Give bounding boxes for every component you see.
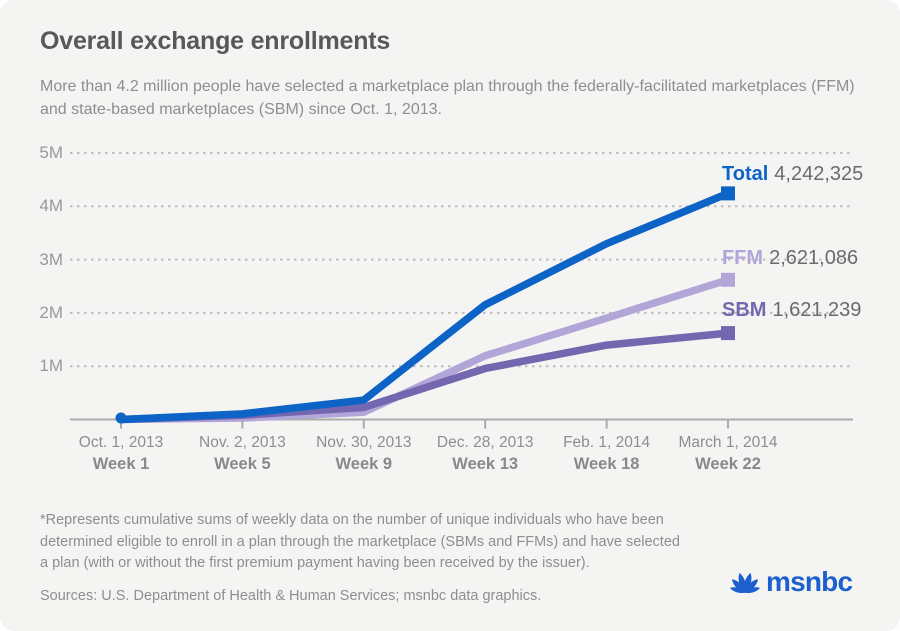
chart-subtitle: More than 4.2 million people have select… [40, 78, 855, 118]
y-axis-label: 2M [39, 302, 63, 322]
x-axis-week: Week 22 [695, 455, 761, 473]
series-name-ffm: FFM [722, 247, 764, 269]
x-axis-label: March 1, 2014 Week 22 [678, 434, 777, 474]
y-axis-label: 5M [39, 143, 63, 162]
series-value-total: 4,242,325 [774, 163, 864, 185]
x-axis-date: Oct. 1, 2013 [78, 434, 164, 451]
series-label-total: Total 4,242,325 [722, 163, 863, 186]
x-axis-week: Week 1 [92, 455, 150, 473]
x-axis-label: Dec. 28, 2013 Week 13 [437, 434, 534, 474]
peacock-feather [744, 579, 759, 593]
endpoint-marker-total [721, 186, 735, 201]
peacock-feather [730, 587, 746, 594]
endpoint-marker-ffm [721, 272, 735, 287]
series-value-sbm: 1,621,239 [772, 299, 862, 321]
page-title: Overall exchange enrollments [40, 27, 391, 55]
peacock-feather [743, 572, 752, 594]
x-axis-week: Week 18 [573, 455, 640, 473]
x-axis-week: Week 5 [214, 455, 271, 473]
msnbc-logo: msnbc [729, 566, 853, 597]
x-axis-date: March 1, 2014 [678, 434, 778, 451]
footnote: *Represents cumulative sums of weekly da… [40, 512, 680, 571]
x-axis-date: Dec. 28, 2013 [436, 434, 534, 451]
x-axis-label: Nov. 30, 2013 Week 9 [316, 434, 411, 474]
series-value-ffm: 2,621,086 [769, 247, 859, 269]
y-axis-label: 4M [39, 196, 63, 216]
series-label-sbm: SBM 1,621,239 [722, 299, 861, 322]
y-axis-label: 3M [39, 249, 63, 269]
x-axis-date: Nov. 30, 2013 [316, 434, 412, 451]
series-name-total: Total [722, 163, 769, 185]
x-axis-week: Week 9 [335, 455, 393, 473]
series-label-ffm: FFM 2,621,086 [722, 247, 858, 270]
sources-credit: Sources: U.S. Department of Health & Hum… [40, 588, 542, 604]
endpoint-marker-sbm [721, 326, 735, 341]
x-axis-label: Oct. 1, 2013 Week 1 [79, 434, 163, 474]
msnbc-logo-text: msnbc [766, 566, 853, 597]
x-axis-date: Nov. 2, 2013 [199, 434, 286, 451]
x-axis-label: Nov. 2, 2013 Week 5 [199, 434, 286, 474]
x-axis-label: Feb. 1, 2014 Week 18 [563, 434, 650, 474]
x-axis-week: Week 13 [452, 455, 519, 473]
y-axis-label: 1M [39, 356, 63, 376]
nbc-peacock-icon [730, 572, 760, 594]
series-name-sbm: SBM [722, 299, 767, 321]
series-start-dot-total [115, 412, 127, 424]
series-line-sbm [117, 329, 732, 424]
series-line-total [117, 189, 732, 424]
peacock-feather [744, 587, 760, 594]
x-axis-date: Feb. 1, 2014 [563, 434, 651, 451]
